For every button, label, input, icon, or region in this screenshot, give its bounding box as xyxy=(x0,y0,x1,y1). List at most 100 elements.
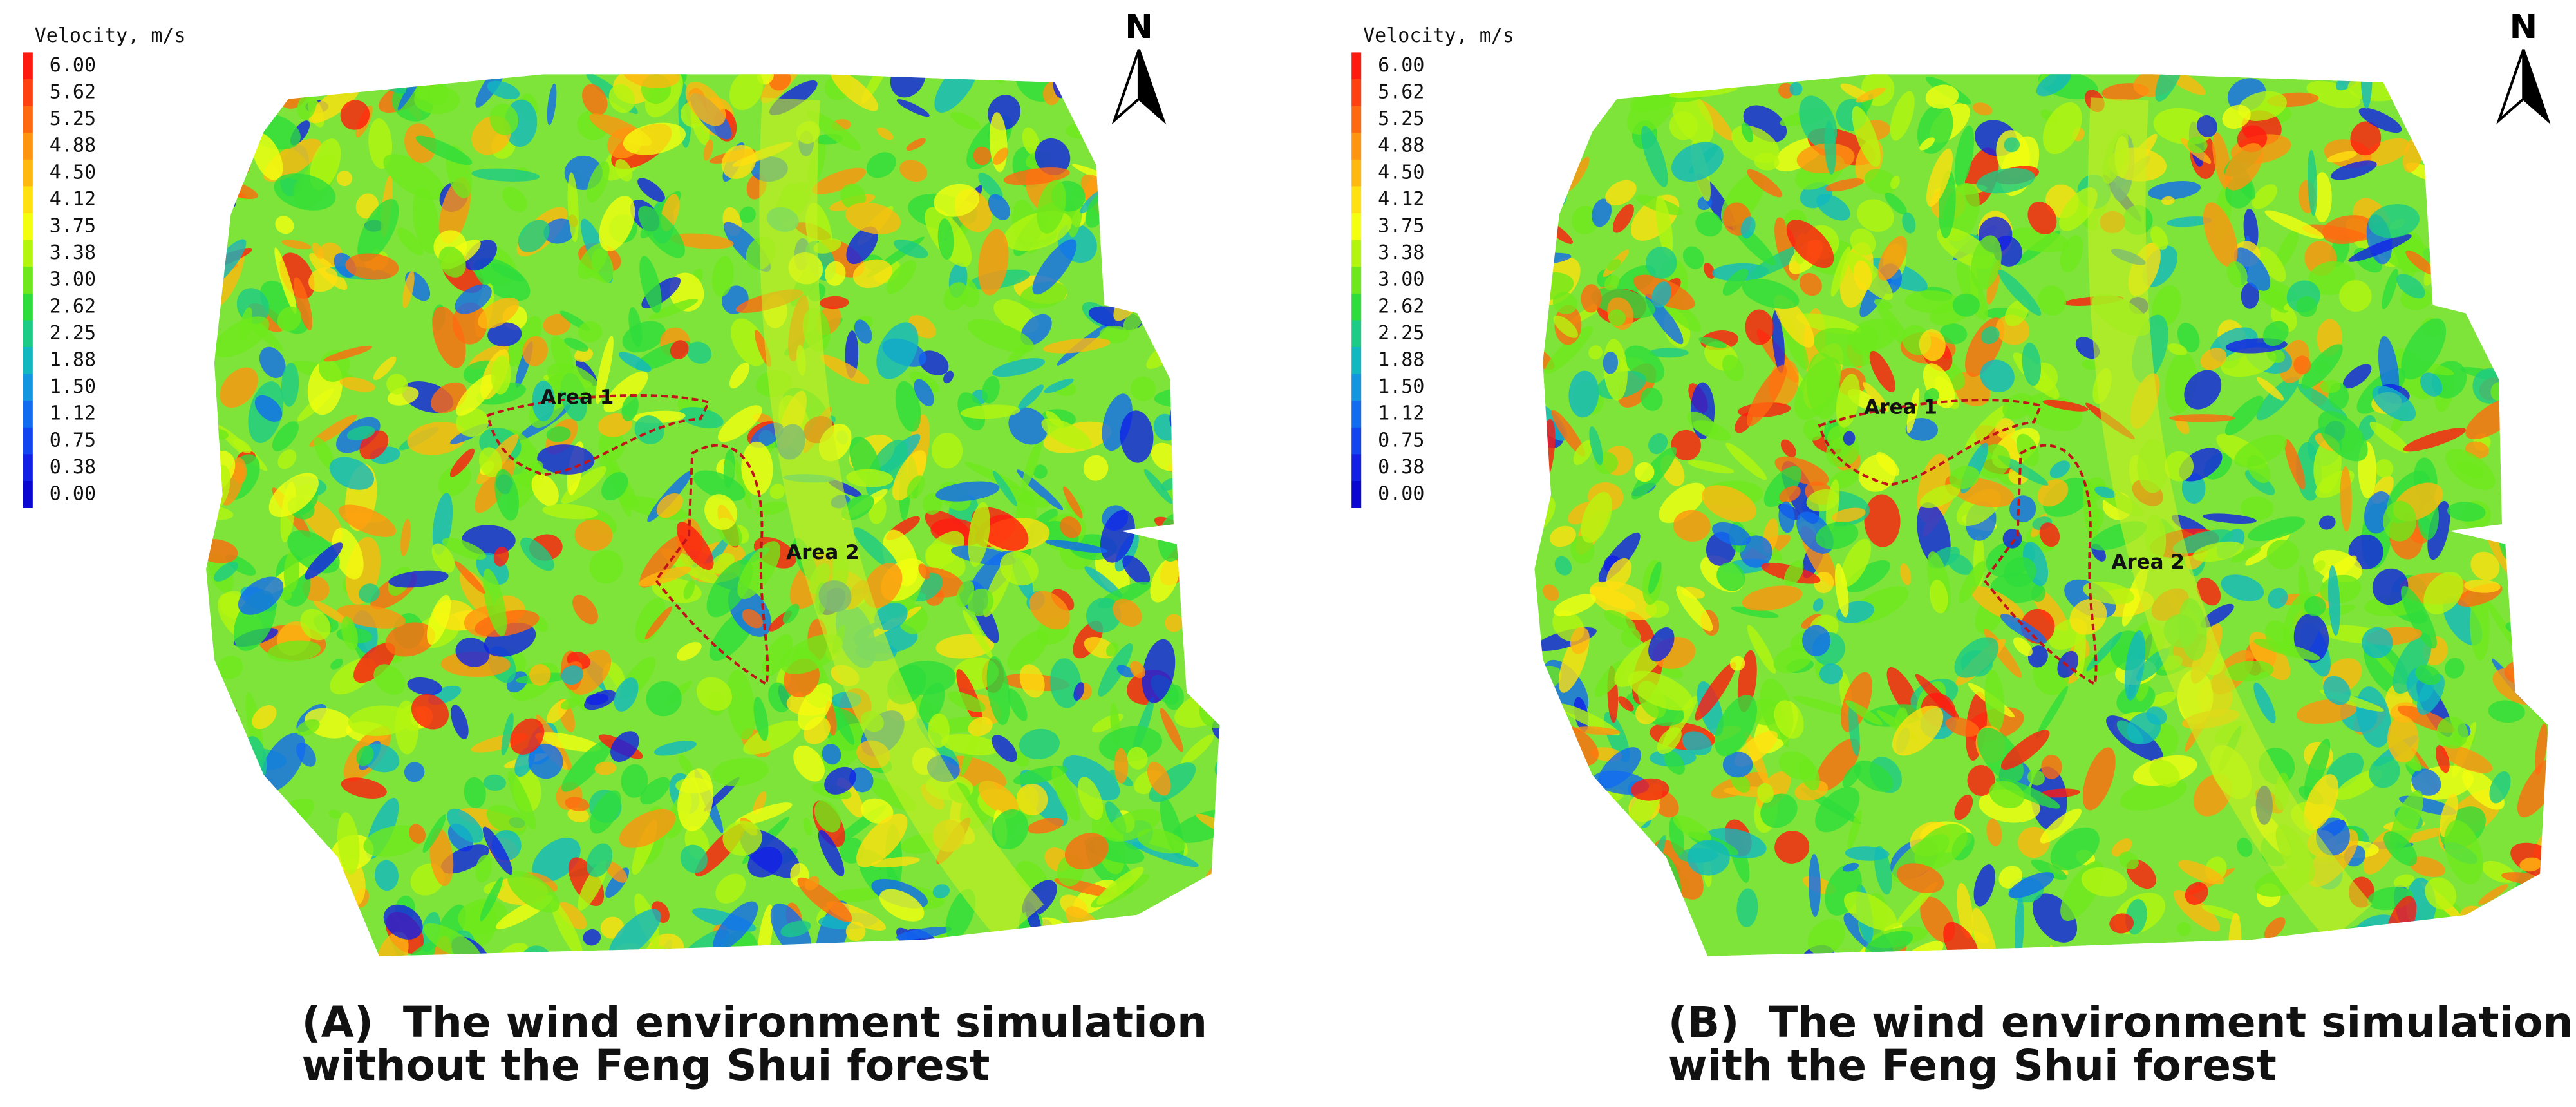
velocity-patch xyxy=(1673,509,1711,542)
velocity-patch xyxy=(999,551,1039,586)
velocity-patch xyxy=(713,901,758,951)
velocity-patch xyxy=(2037,285,2067,316)
velocity-patch xyxy=(1084,566,1123,598)
velocity-patch xyxy=(2318,410,2368,462)
velocity-patch xyxy=(715,873,746,904)
velocity-patch xyxy=(2368,204,2420,238)
velocity-patch xyxy=(818,829,845,876)
velocity-patch xyxy=(2470,551,2500,580)
velocity-patch xyxy=(493,546,509,567)
velocity-patch xyxy=(2484,193,2508,214)
velocity-patch xyxy=(2505,149,2548,173)
velocity-patch xyxy=(1731,772,1751,793)
velocity-patch xyxy=(2510,595,2541,623)
velocity-patch xyxy=(638,566,692,587)
velocity-patch xyxy=(407,677,442,695)
velocity-patch xyxy=(2016,433,2039,466)
legend-label: 0.75 xyxy=(1378,429,1424,451)
velocity-patch xyxy=(1957,882,1973,939)
velocity-patch xyxy=(1154,187,1180,206)
velocity-patch xyxy=(2464,191,2497,216)
velocity-patch xyxy=(281,240,312,250)
velocity-patch xyxy=(1178,74,1198,124)
velocity-patch xyxy=(1553,315,1578,338)
velocity-patch xyxy=(782,603,800,624)
area-outline xyxy=(654,444,769,686)
velocity-patch xyxy=(567,172,579,243)
velocity-patch xyxy=(208,114,259,144)
velocity-patch xyxy=(2262,285,2289,313)
velocity-patch xyxy=(1854,760,1894,792)
velocity-patch xyxy=(2000,730,2050,770)
velocity-patch xyxy=(2517,756,2548,818)
velocity-patch xyxy=(2083,581,2134,605)
velocity-patch xyxy=(2331,935,2371,956)
velocity-patch xyxy=(1147,762,1171,796)
velocity-patch xyxy=(1954,794,1973,820)
velocity-patch xyxy=(1959,561,1986,603)
velocity-patch xyxy=(968,502,990,567)
velocity-patch xyxy=(1180,459,1220,513)
legend-swatch xyxy=(1351,213,1362,240)
velocity-patch xyxy=(528,743,563,779)
velocity-patch xyxy=(2445,658,2465,679)
velocity-patch xyxy=(2429,251,2490,278)
velocity-patch xyxy=(1618,696,1634,712)
velocity-patch xyxy=(520,537,554,571)
velocity-patch xyxy=(1874,299,1893,310)
velocity-patch xyxy=(1852,106,1881,167)
velocity-patch xyxy=(992,809,1029,850)
velocity-patch xyxy=(561,739,613,792)
velocity-patch xyxy=(2331,160,2377,180)
legend-swatch xyxy=(23,293,33,321)
area-label: Area 2 xyxy=(786,541,860,564)
velocity-patch xyxy=(1179,937,1212,956)
velocity-patch xyxy=(670,340,689,360)
velocity-patch xyxy=(1890,91,1915,141)
velocity-patch xyxy=(535,732,601,752)
velocity-patch xyxy=(619,809,676,848)
velocity-patch xyxy=(1605,180,1637,206)
velocity-patch xyxy=(404,762,425,782)
velocity-patch xyxy=(297,937,335,956)
velocity-patch xyxy=(1740,216,1756,239)
velocity-patch xyxy=(376,931,409,956)
velocity-patch xyxy=(1534,118,1556,147)
velocity-patch xyxy=(907,475,925,499)
velocity-patch xyxy=(464,777,486,809)
velocity-patch xyxy=(948,691,986,712)
velocity-patch xyxy=(906,138,926,151)
velocity-patch xyxy=(741,441,773,496)
velocity-patch xyxy=(1020,314,1052,346)
velocity-patch xyxy=(1900,563,1912,585)
legend-label: 4.50 xyxy=(1378,161,1424,184)
velocity-patch xyxy=(876,322,919,379)
velocity-patch xyxy=(2224,661,2274,682)
velocity-patch xyxy=(2037,479,2069,507)
velocity-patch xyxy=(537,444,595,475)
velocity-patch xyxy=(2411,86,2465,99)
velocity-patch xyxy=(1892,705,1944,756)
velocity-patch xyxy=(1986,818,2002,847)
velocity-patch xyxy=(1926,149,1953,207)
velocity-patch xyxy=(718,405,762,442)
legend-label: 4.88 xyxy=(1378,135,1424,157)
velocity-patch xyxy=(2441,745,2493,773)
velocity-patch xyxy=(2530,393,2548,424)
velocity-patch xyxy=(890,74,926,98)
velocity-patch xyxy=(1098,643,1133,697)
area-label: Area 1 xyxy=(1864,396,1937,419)
velocity-patch xyxy=(1731,606,1779,618)
velocity-patch xyxy=(820,355,869,384)
velocity-patch xyxy=(1715,695,1757,757)
velocity-patch xyxy=(346,426,375,440)
velocity-patch xyxy=(676,522,714,571)
velocity-patch xyxy=(2362,138,2410,166)
velocity-patch xyxy=(422,814,446,853)
velocity-patch xyxy=(2448,935,2504,952)
velocity-patch xyxy=(704,494,738,530)
velocity-patch xyxy=(634,415,664,444)
velocity-patch xyxy=(2488,254,2522,304)
velocity-patch xyxy=(564,337,588,352)
velocity-patch xyxy=(614,677,639,712)
